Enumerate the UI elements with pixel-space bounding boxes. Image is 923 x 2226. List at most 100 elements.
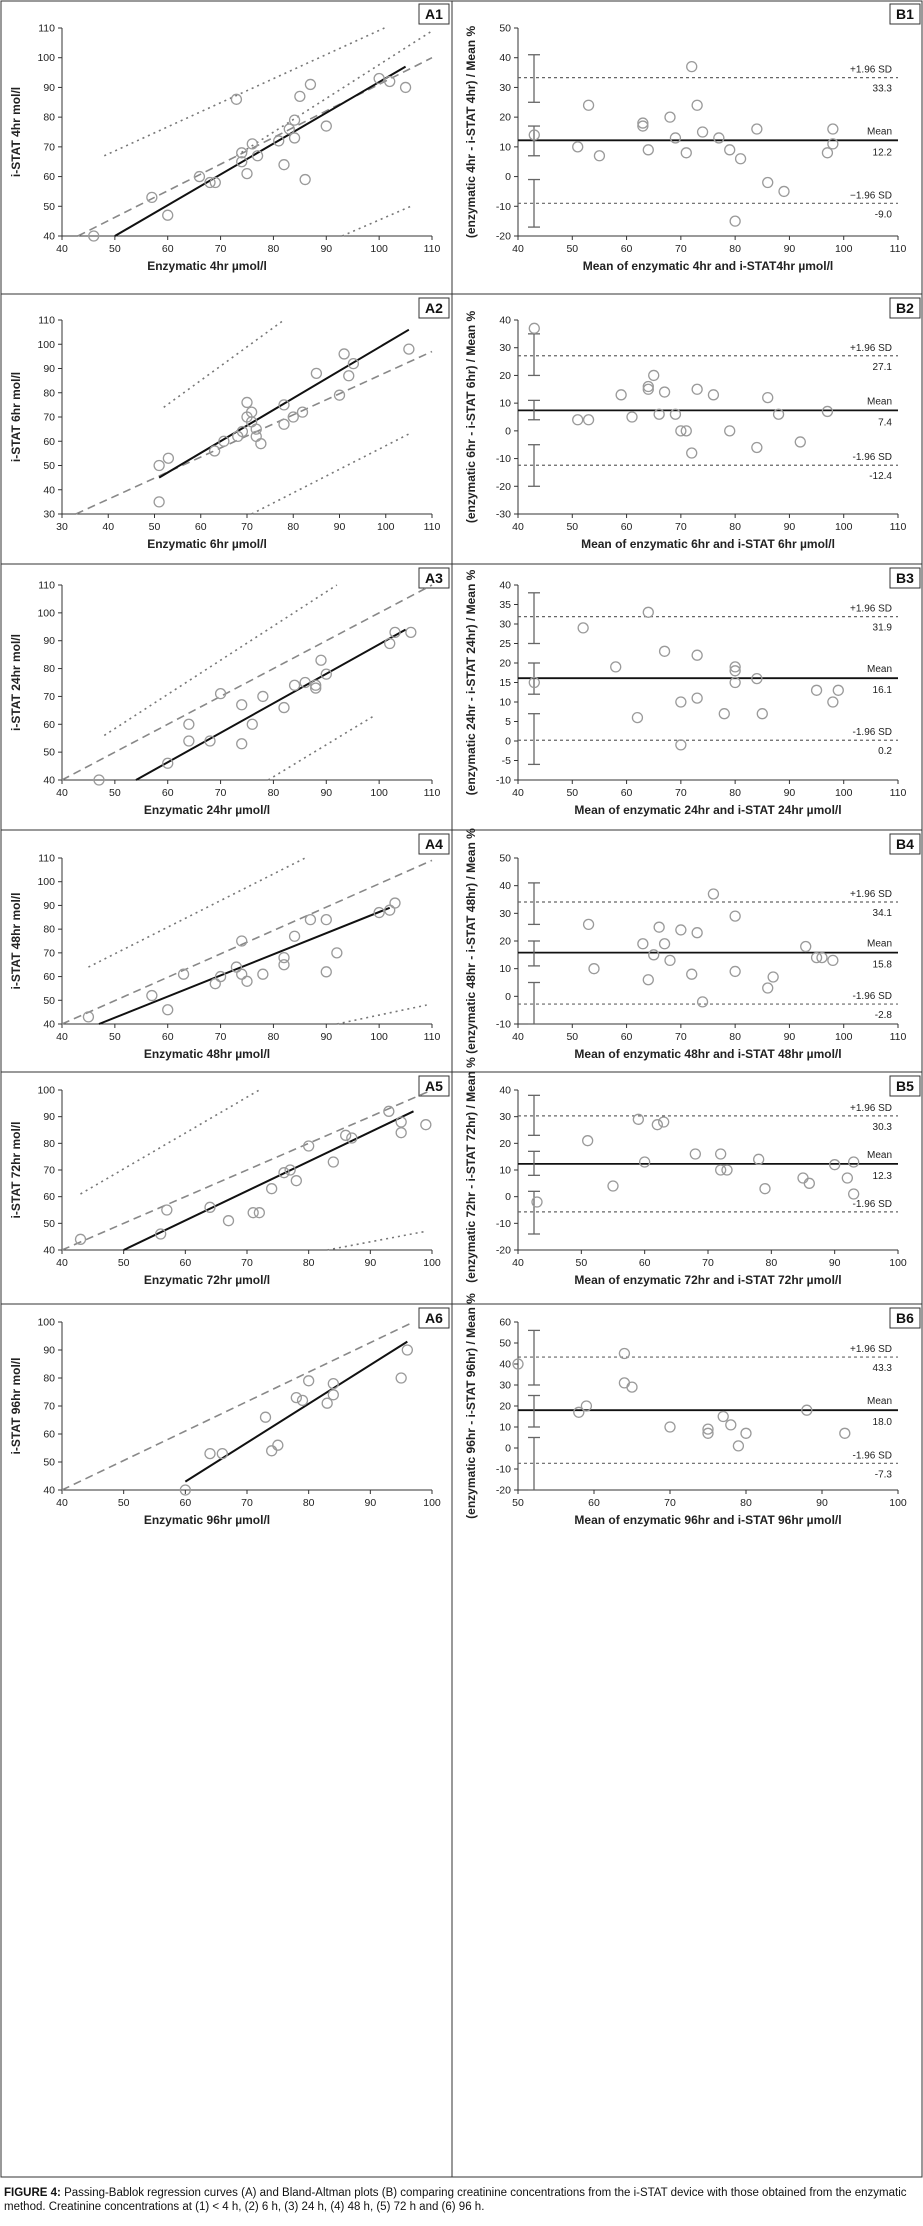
- x-tick-label: 90: [320, 243, 332, 255]
- data-point: [848, 1156, 860, 1168]
- data-point: [642, 144, 654, 156]
- y-tick-label: 40: [43, 231, 55, 243]
- y-tick-label: 90: [43, 1345, 55, 1357]
- x-tick-label: 80: [740, 1497, 752, 1509]
- y-tick-label: 20: [499, 112, 511, 124]
- data-point: [832, 684, 844, 696]
- x-tick-label: 70: [241, 1257, 253, 1269]
- data-point: [327, 1156, 339, 1168]
- x-tick-label: 80: [729, 521, 741, 533]
- x-tick-label: 90: [829, 1257, 841, 1269]
- x-tick-label: 60: [162, 787, 174, 799]
- data-point: [183, 735, 195, 747]
- data-point: [288, 132, 301, 144]
- data-point: [528, 322, 540, 334]
- data-point: [395, 1116, 407, 1128]
- data-point: [253, 1207, 265, 1219]
- data-point: [259, 1411, 272, 1423]
- x-tick-label: 80: [729, 243, 741, 255]
- data-point: [732, 1440, 745, 1452]
- data-point: [273, 135, 285, 147]
- data-point: [236, 699, 248, 711]
- data-point: [528, 676, 540, 689]
- lower-limit-label: -1.96 SD: [853, 727, 892, 738]
- data-point: [615, 389, 627, 401]
- data-point: [347, 357, 360, 370]
- mean-value: 18.0: [873, 1417, 893, 1428]
- regression-line: [98, 906, 391, 1025]
- x-tick-label: 80: [303, 1257, 315, 1269]
- data-point: [626, 411, 638, 423]
- x-tick-label: 90: [334, 521, 346, 533]
- x-tick-label: 40: [56, 1497, 68, 1509]
- x-tick-label: 40: [56, 243, 68, 255]
- data-point: [642, 606, 654, 618]
- x-axis-label: Mean of enzymatic 96hr and i-STAT 96hr µ…: [574, 1513, 841, 1527]
- data-point: [321, 1397, 333, 1409]
- identity-dashed-line: [61, 1321, 414, 1491]
- x-tick-label: 40: [56, 787, 68, 799]
- data-point: [593, 150, 606, 162]
- data-point: [162, 757, 174, 769]
- data-point: [236, 425, 249, 438]
- y-tick-label: 30: [499, 908, 511, 920]
- identity-dashed-line: [75, 350, 433, 515]
- data-point: [702, 1427, 714, 1439]
- data-point: [715, 1164, 727, 1176]
- upper-bound-dotted-line: [103, 27, 385, 157]
- y-tick-label: 100: [37, 339, 55, 351]
- y-tick-label: 90: [43, 363, 55, 375]
- data-point: [246, 138, 258, 150]
- y-axis-label: (enzymatic 96hr - i-STAT 96hr) / Mean %: [464, 1293, 478, 1519]
- upper-bound-dotted-line: [80, 1089, 260, 1195]
- x-tick-label: 60: [162, 1031, 174, 1043]
- data-point: [155, 1228, 167, 1240]
- panel-label-box: [418, 833, 450, 855]
- data-point: [236, 968, 248, 980]
- x-tick-label: 100: [423, 1497, 441, 1509]
- lower-limit-label: -1.96 SD: [853, 1199, 892, 1210]
- x-tick-label: 60: [639, 1257, 651, 1269]
- panel-label-box: [418, 567, 450, 589]
- data-point: [420, 1119, 432, 1131]
- data-point: [209, 176, 221, 189]
- panel-label-box: [889, 567, 921, 589]
- data-point: [320, 120, 332, 132]
- data-point: [686, 60, 698, 73]
- y-tick-label: 60: [43, 436, 55, 448]
- y-tick-label: 80: [43, 663, 55, 675]
- data-point: [572, 141, 584, 153]
- data-point: [626, 1381, 638, 1393]
- data-point: [266, 1183, 278, 1195]
- y-tick-label: 25: [499, 638, 511, 650]
- x-tick-label: 100: [835, 1031, 853, 1043]
- y-tick-label: 5: [505, 716, 511, 728]
- panel-label-box: [889, 1075, 921, 1097]
- upper-limit-label: +1.96 SD: [850, 343, 892, 354]
- caption-text: Passing-Bablok regression curves (A) and…: [4, 2187, 907, 2213]
- y-tick-label: 50: [43, 1457, 55, 1469]
- data-point: [582, 99, 595, 111]
- panel-b3: B3 40 50 60 70 80 90 100 110 -10 -5 0 5 10 15 20 25 30 35 4…: [464, 567, 921, 817]
- data-point: [772, 408, 785, 420]
- data-point: [821, 147, 834, 159]
- data-point: [162, 452, 175, 464]
- x-tick-label: 80: [268, 787, 280, 799]
- data-point: [588, 963, 600, 975]
- y-tick-label: 30: [499, 619, 511, 631]
- lower-bound-dotted-line: [336, 1004, 427, 1025]
- x-tick-label: 40: [512, 787, 524, 799]
- data-point: [618, 1347, 631, 1360]
- data-point: [246, 718, 258, 730]
- y-tick-label: -20: [496, 481, 511, 493]
- figure-caption: FIGURE 4: Passing-Bablok regression curv…: [4, 2186, 916, 2214]
- data-point: [236, 156, 248, 168]
- y-tick-label: 0: [505, 1443, 511, 1455]
- mean-value: 12.3: [873, 1171, 893, 1182]
- data-point: [794, 436, 806, 448]
- x-tick-label: 50: [118, 1497, 130, 1509]
- y-tick-label: 40: [43, 484, 55, 496]
- x-tick-label: 110: [424, 1031, 441, 1043]
- y-tick-label: 40: [43, 1019, 55, 1031]
- mean-value: 15.8: [873, 960, 893, 971]
